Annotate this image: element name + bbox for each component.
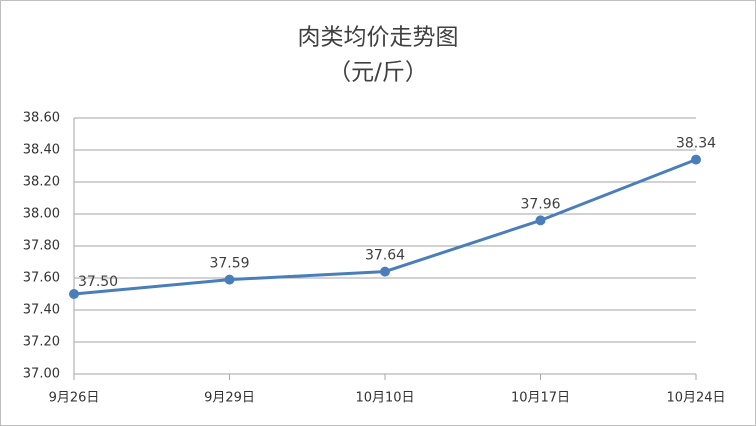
data-point [69,289,79,299]
y-tick-label: 38.20 [23,175,60,190]
y-tick-label: 37.60 [23,271,60,286]
y-tick-label: 38.60 [23,111,60,126]
y-tick-label: 37.20 [23,335,60,350]
y-tick-label: 38.40 [23,143,60,158]
data-label: 37.59 [209,256,249,272]
y-tick-label: 37.00 [23,367,60,382]
chart-subtitle: （元/斤） [328,60,428,86]
x-tick-label: 9月29日 [204,391,255,406]
x-tick-label: 9月26日 [49,391,100,406]
y-tick-label: 37.80 [23,239,60,254]
data-label: 37.50 [78,274,118,290]
x-tick-label: 10月10日 [355,391,414,406]
y-tick-label: 37.40 [23,303,60,318]
data-point [224,274,235,285]
data-point [535,215,546,226]
data-label: 38.34 [676,136,716,152]
x-tick-label: 10月24日 [666,391,725,406]
data-point [691,154,701,165]
data-label: 37.96 [520,196,560,212]
y-tick-label: 38.00 [23,207,60,222]
x-tick-label: 10月17日 [511,391,570,406]
chart-title: 肉类均价走势图 [298,25,459,51]
data-point [380,266,390,277]
data-label: 37.64 [365,248,405,264]
